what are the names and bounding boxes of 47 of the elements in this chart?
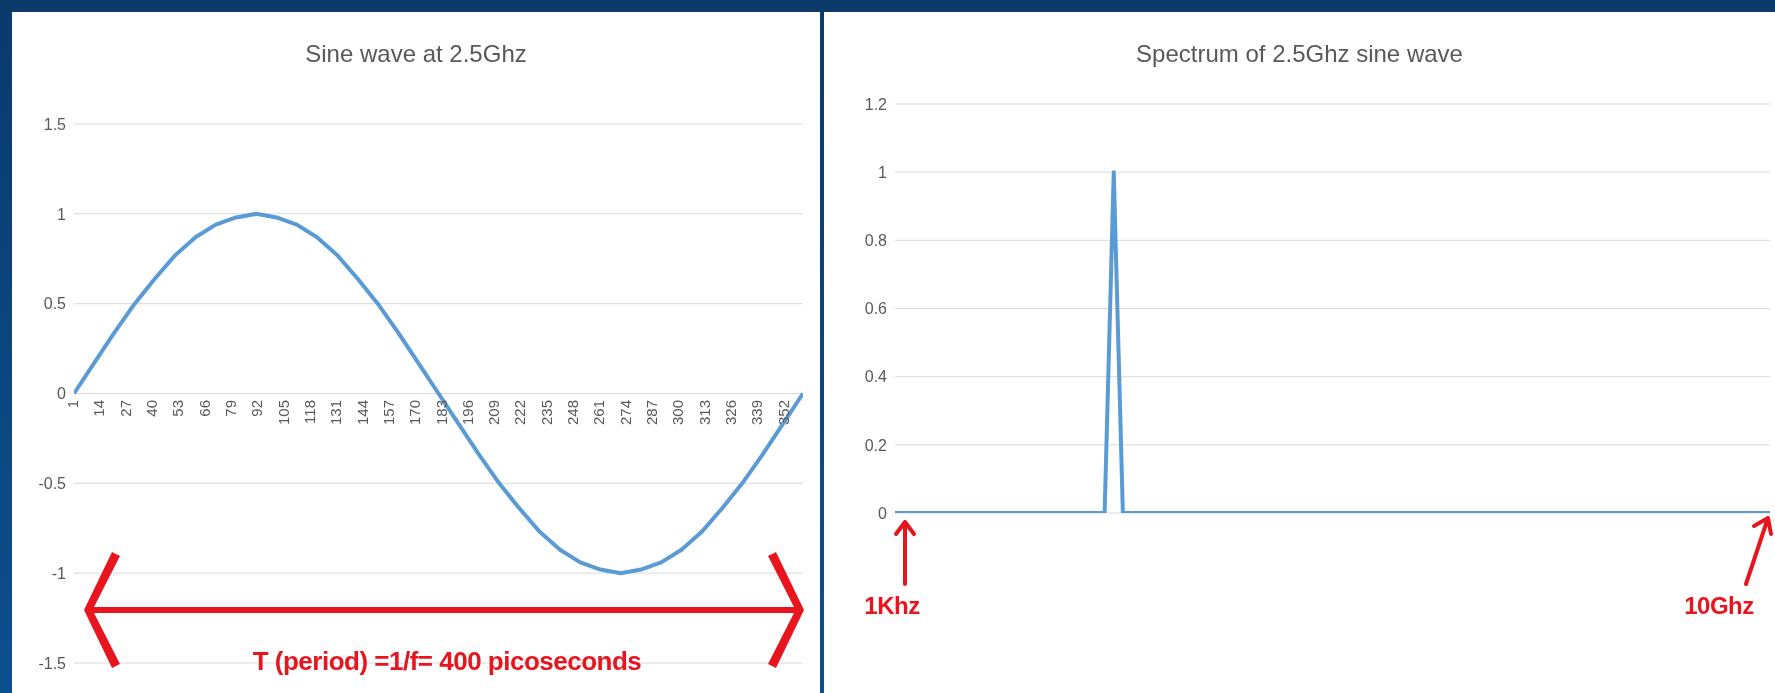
y-tick-label: 0.5 — [43, 295, 67, 313]
y-tick-label: 0.8 — [864, 232, 888, 250]
x-tick-label: 131 — [327, 400, 345, 426]
y-tick-label: 0.4 — [864, 368, 888, 386]
x-tick-label: 170 — [406, 400, 424, 426]
text: 1Khz — [864, 592, 920, 620]
x-tick-label: 144 — [353, 400, 371, 426]
x-tick-label: 1 — [63, 400, 81, 409]
y-tick-label: 1 — [878, 163, 888, 181]
y-tick-label: -1.5 — [38, 654, 67, 672]
x-tick-label: 92 — [248, 400, 266, 417]
x-tick-label: 183 — [432, 400, 450, 426]
x-tick-label: 326 — [722, 400, 740, 426]
x-tick-label: 235 — [537, 400, 555, 426]
x-tick-label: 157 — [379, 400, 397, 426]
y-tick-label: 0.6 — [864, 300, 888, 318]
x-tick-label: 40 — [142, 400, 160, 417]
y-tick-label: 1.5 — [43, 115, 67, 133]
chart-title: Spectrum of 2.5Ghz sine wave — [1135, 40, 1464, 68]
y-tick-label: 0 — [878, 504, 888, 522]
x-tick-label: 79 — [221, 400, 239, 417]
x-tick-label: 287 — [643, 400, 661, 426]
y-tick-label: -1 — [51, 564, 67, 582]
x-tick-label: 339 — [748, 400, 766, 426]
y-tick-label: 0.2 — [864, 436, 888, 454]
x-tick-label: 261 — [590, 400, 608, 426]
x-tick-label: 300 — [669, 400, 687, 426]
x-tick-label: 105 — [274, 400, 292, 426]
text: 10Ghz — [1684, 592, 1754, 620]
x-tick-label: 352 — [774, 400, 792, 426]
y-tick-label: -0.5 — [38, 475, 67, 493]
y-tick-label: 1 — [57, 205, 67, 223]
x-tick-label: 66 — [195, 400, 213, 417]
x-tick-label: 196 — [458, 400, 476, 426]
y-tick-label: 0 — [57, 385, 67, 403]
x-tick-label: 313 — [695, 400, 713, 426]
x-tick-label: 53 — [169, 400, 187, 417]
x-tick-label: 274 — [616, 400, 634, 426]
chart-title: Sine wave at 2.5Ghz — [304, 40, 528, 68]
y-tick-label: 1.2 — [864, 95, 888, 113]
x-tick-label: 27 — [116, 400, 134, 417]
x-tick-label: 209 — [485, 400, 503, 426]
x-tick-label: 14 — [90, 400, 108, 417]
x-tick-label: 118 — [300, 400, 318, 424]
x-tick-label: 248 — [564, 400, 582, 426]
annotation: T (period) =1/f= 400 picoseconds — [252, 646, 642, 677]
x-tick-label: 222 — [511, 400, 529, 426]
